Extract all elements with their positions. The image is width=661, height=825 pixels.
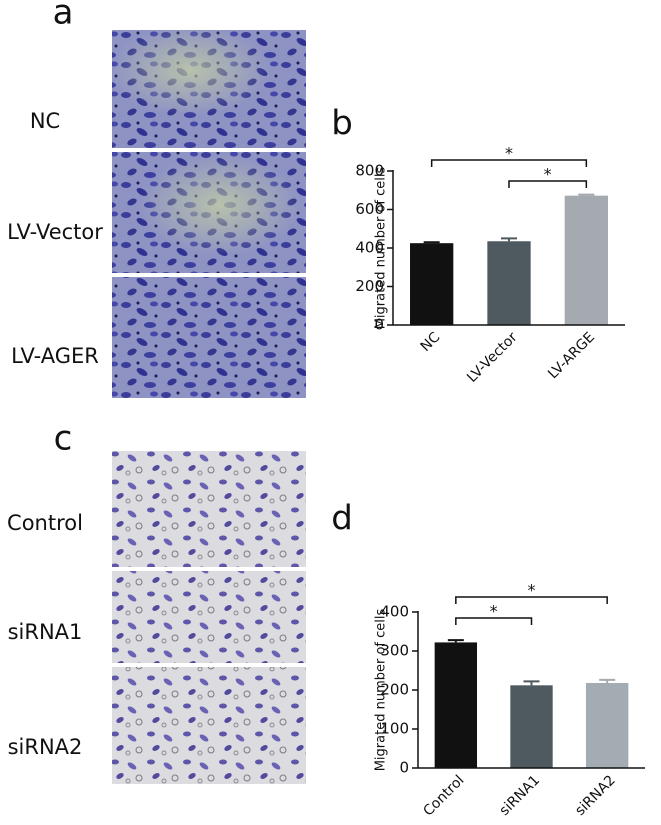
- image-label: siRNA2: [8, 735, 83, 759]
- bar: [585, 682, 629, 768]
- x-tick-label: LV-Vector: [464, 329, 521, 386]
- significance-bracket: [455, 617, 533, 625]
- y-tick-label: 200: [380, 681, 409, 699]
- bar: [410, 243, 454, 325]
- panel-label: d: [331, 499, 353, 539]
- panel-label: c: [54, 419, 73, 459]
- error-bar: [423, 241, 440, 244]
- bar: [434, 642, 478, 768]
- image-label: siRNA1: [8, 620, 83, 644]
- bar: [564, 195, 608, 325]
- y-tick-label: 400: [380, 603, 409, 621]
- significance-bracket: [508, 180, 588, 188]
- y-tick-label: 800: [355, 162, 384, 180]
- image-label: LV-Vector: [7, 220, 103, 244]
- error-bar: [578, 193, 595, 196]
- y-tick-label: 400: [355, 239, 384, 257]
- micrographs-c: [112, 451, 306, 784]
- y-tick-label: 100: [380, 720, 409, 738]
- y-tick-label: 600: [355, 200, 384, 218]
- significance-label: *: [544, 165, 552, 184]
- image-label: NC: [30, 109, 60, 133]
- image-label: LV-AGER: [11, 344, 99, 368]
- panel-label: a: [53, 0, 74, 33]
- error-bar: [447, 639, 464, 643]
- y-tick-label: 200: [355, 277, 384, 295]
- significance-label: *: [505, 144, 513, 163]
- significance-bracket: [455, 596, 608, 604]
- bar: [487, 241, 531, 325]
- error-bar: [599, 678, 616, 683]
- y-tick-label: 0: [374, 316, 384, 334]
- significance-label: *: [490, 602, 498, 621]
- micrographs-a: [110, 25, 306, 398]
- x-tick-label: siRNA2: [572, 772, 619, 819]
- x-tick-label: NC: [418, 329, 444, 355]
- significance-label: *: [528, 581, 536, 600]
- x-tick-label: siRNA1: [497, 772, 544, 819]
- y-tick-label: 0: [399, 759, 409, 777]
- error-bar: [501, 237, 517, 242]
- y-axis-label: Migrated number of cells: [374, 167, 389, 330]
- panel-label: b: [331, 104, 353, 144]
- x-tick-label: Control: [420, 772, 467, 819]
- significance-bracket: [430, 159, 588, 167]
- x-tick-label: LV-ARGE: [545, 329, 598, 382]
- y-axis-label: Migrated number of cells: [374, 609, 389, 772]
- image-label: Control: [7, 511, 83, 535]
- y-tick-label: 300: [380, 642, 409, 660]
- error-bar: [523, 680, 540, 686]
- bar: [510, 685, 553, 768]
